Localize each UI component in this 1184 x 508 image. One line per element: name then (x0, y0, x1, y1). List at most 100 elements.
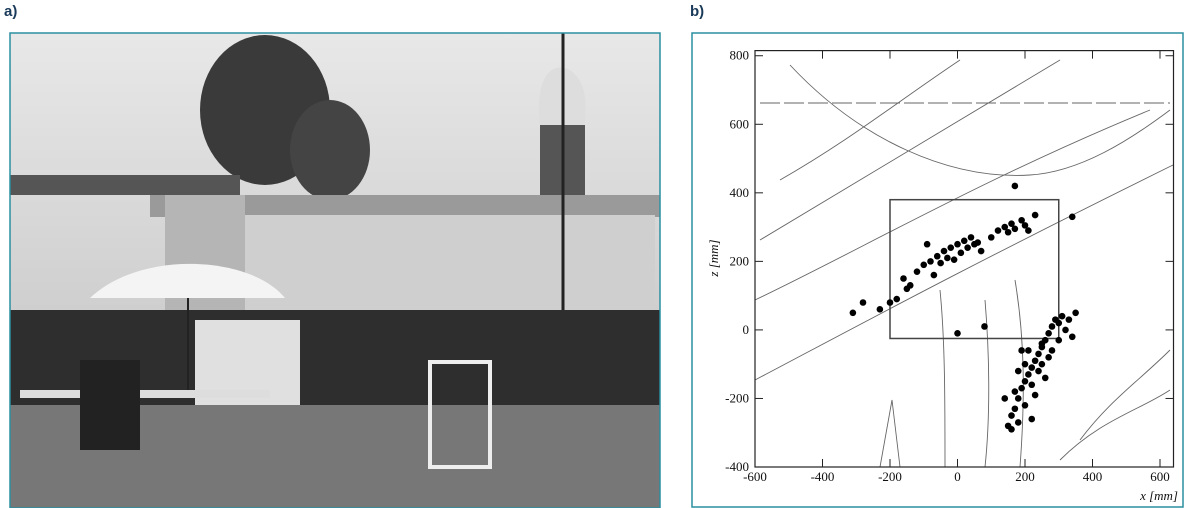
point (930, 271, 938, 279)
point (960, 237, 968, 245)
point (977, 247, 985, 255)
y-tick-label: 200 (730, 253, 750, 268)
point (1038, 360, 1046, 368)
point (954, 330, 961, 337)
point (1068, 213, 1076, 221)
point (900, 275, 907, 282)
point (1041, 374, 1049, 382)
point (1072, 309, 1079, 317)
point (1021, 402, 1029, 409)
point (1065, 316, 1073, 323)
point (950, 256, 958, 263)
point (1025, 227, 1032, 234)
point (1055, 319, 1063, 327)
point (1055, 336, 1063, 344)
x-axis-label: x [mm] (1139, 488, 1178, 503)
point (933, 252, 941, 260)
point (1045, 330, 1052, 337)
point (1048, 323, 1056, 330)
point (1008, 220, 1015, 227)
point (1031, 357, 1039, 365)
point (1008, 426, 1015, 433)
point (1021, 360, 1029, 368)
panel-label: b) (690, 3, 704, 20)
point (944, 254, 951, 262)
region-box (889, 198, 1060, 340)
point (1011, 388, 1019, 395)
point (913, 268, 921, 275)
point (920, 261, 928, 269)
point (1018, 216, 1025, 224)
y-tick-label: 800 (730, 48, 750, 63)
point (954, 240, 961, 248)
x-tick-label: 200 (1015, 469, 1035, 484)
point (1045, 354, 1052, 361)
point (1035, 350, 1042, 358)
point (1001, 223, 1009, 231)
point (1031, 391, 1039, 399)
point (957, 249, 965, 257)
point (1011, 405, 1019, 413)
point (974, 239, 982, 246)
point (994, 227, 1002, 234)
crack-lines (754, 59, 1174, 468)
panel-label: a) (4, 3, 17, 20)
point (1008, 412, 1015, 419)
point (987, 234, 995, 241)
y-tick-label: 0 (743, 322, 750, 337)
point (1028, 381, 1036, 389)
point (1035, 367, 1042, 375)
x-tick-label: -200 (878, 469, 902, 484)
point (1028, 415, 1036, 423)
y-tick-label: 400 (730, 185, 750, 200)
point (1004, 228, 1012, 236)
point (1062, 326, 1069, 334)
photo (9, 32, 661, 508)
point (1028, 364, 1036, 371)
point (886, 299, 894, 306)
point (967, 234, 975, 241)
x-tick-label: 0 (954, 469, 961, 484)
point (1021, 378, 1029, 385)
y-tick-label: -400 (725, 459, 749, 474)
panel-frame (691, 32, 1184, 508)
point (893, 295, 901, 303)
y-axis-label: z [mm] (706, 239, 721, 277)
point (1058, 312, 1066, 320)
y-tick-label: -200 (725, 390, 749, 405)
point (927, 258, 934, 265)
point (903, 285, 911, 293)
point (1014, 419, 1022, 426)
scatter-plot: -600 -400 -200 0 200 400 600-400-2000200400600… (706, 48, 1178, 503)
point (1014, 395, 1022, 402)
point (1025, 371, 1032, 378)
x-tick-label: -400 (811, 469, 835, 484)
point (1025, 347, 1032, 354)
x-tick-label: 600 (1150, 469, 1170, 484)
point (1021, 222, 1029, 229)
point (923, 240, 931, 248)
plot-frame (754, 49, 1175, 468)
x-tick-label: 400 (1083, 469, 1103, 484)
point (964, 244, 971, 251)
point (859, 299, 867, 306)
point (940, 247, 948, 255)
point (937, 259, 944, 267)
point (1001, 395, 1009, 402)
point (1018, 384, 1025, 392)
point (1011, 182, 1019, 190)
point (981, 323, 988, 330)
point (1038, 340, 1046, 347)
x-tick-label: -600 (743, 469, 767, 484)
point (1031, 211, 1039, 219)
point (849, 309, 857, 317)
point (947, 244, 955, 251)
point (1048, 347, 1056, 354)
point (876, 306, 884, 313)
point (1014, 367, 1022, 375)
point (1011, 225, 1019, 233)
y-tick-label: 600 (730, 116, 750, 131)
point (1068, 333, 1076, 341)
point (1018, 347, 1025, 354)
